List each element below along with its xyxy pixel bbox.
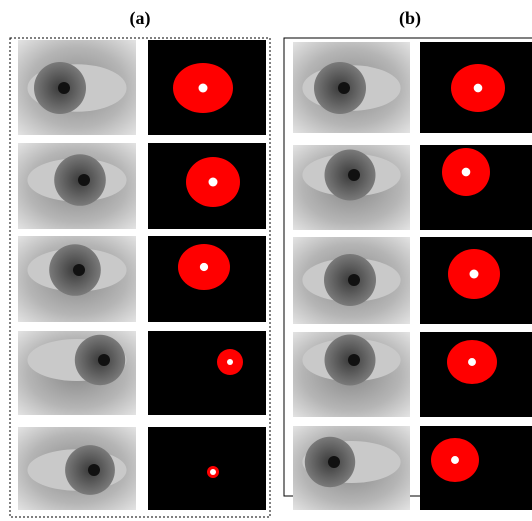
- eye-pupil: [98, 354, 110, 366]
- eye-pupil: [78, 174, 90, 186]
- pupil-mask: [474, 84, 483, 93]
- mask-image: [148, 427, 266, 510]
- mask-image: [148, 331, 266, 415]
- eye-pupil: [348, 354, 360, 366]
- figure: (a) (b): [0, 0, 532, 521]
- eye-pupil: [328, 456, 340, 468]
- page: (a) (b) (() => { const data = JSON.parse…: [0, 0, 532, 521]
- pupil-mask: [462, 168, 471, 177]
- pupil-mask: [451, 456, 459, 464]
- panel-label: (b): [399, 8, 421, 29]
- pupil-mask: [209, 178, 218, 187]
- pupil-mask: [227, 359, 233, 365]
- eye-pupil: [73, 264, 85, 276]
- pupil-mask: [210, 469, 216, 475]
- eye-pupil: [58, 82, 70, 94]
- pupil-mask: [470, 270, 479, 279]
- eye-pupil: [338, 82, 350, 94]
- eye-pupil: [88, 464, 100, 476]
- pupil-mask: [200, 263, 208, 271]
- panel-label: (a): [130, 8, 151, 29]
- eye-pupil: [348, 169, 360, 181]
- pupil-mask: [199, 84, 208, 93]
- pupil-mask: [468, 358, 476, 366]
- eye-pupil: [348, 274, 360, 286]
